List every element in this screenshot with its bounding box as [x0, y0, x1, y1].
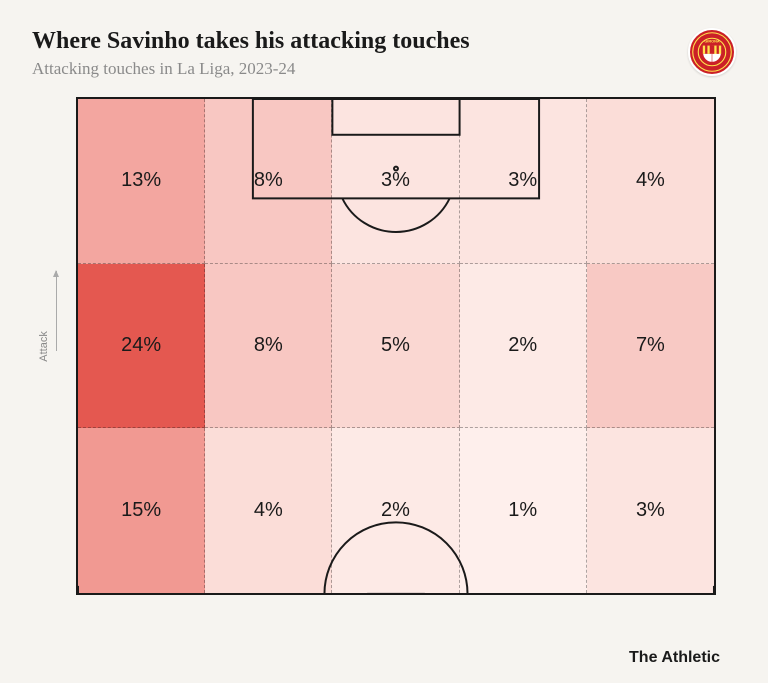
zone-value: 4% — [254, 499, 283, 522]
attack-direction-arrow — [56, 271, 57, 351]
attack-direction-label: Attack — [38, 331, 50, 362]
zone-value: 3% — [636, 499, 665, 522]
zone-value: 13% — [121, 169, 161, 192]
heatmap-zone: 3% — [332, 99, 459, 264]
chart-title: Where Savinho takes his attacking touche… — [32, 28, 736, 55]
zone-value: 15% — [121, 499, 161, 522]
source-credit: The Athletic — [629, 649, 720, 667]
heatmap-zone: 24% — [78, 264, 205, 429]
heatmap-zone: 4% — [205, 428, 332, 593]
heatmap-zone: 4% — [587, 99, 714, 264]
zone-value: 3% — [381, 169, 410, 192]
zone-value: 8% — [254, 169, 283, 192]
girona-badge-icon: GIRONA — [690, 30, 734, 74]
chart-subtitle: Attacking touches in La Liga, 2023-24 — [32, 59, 736, 79]
club-badge: GIRONA — [688, 28, 736, 76]
heatmap-zone: 1% — [460, 428, 587, 593]
zone-value: 8% — [254, 334, 283, 357]
heatmap-zone: 2% — [460, 264, 587, 429]
svg-text:GIRONA: GIRONA — [704, 39, 720, 43]
pitch-heatmap: 13% 8% 3% 3% 4% 24% 8% 5% 2% 7% 15% 4% 2% 1% 3% — [76, 97, 716, 595]
zone-value: 2% — [381, 499, 410, 522]
heatmap-zone: 5% — [332, 264, 459, 429]
zone-value: 1% — [508, 499, 537, 522]
zone-value: 7% — [636, 334, 665, 357]
heatmap-zone: 13% — [78, 99, 205, 264]
heatmap-zone: 7% — [587, 264, 714, 429]
heatmap-zone: 8% — [205, 264, 332, 429]
zone-value: 5% — [381, 334, 410, 357]
heatmap-zone: 8% — [205, 99, 332, 264]
zone-value: 24% — [121, 334, 161, 357]
zone-value: 2% — [508, 334, 537, 357]
heatmap-zone: 3% — [587, 428, 714, 593]
zone-value: 4% — [636, 169, 665, 192]
heatmap-zone: 2% — [332, 428, 459, 593]
zone-value: 3% — [508, 169, 537, 192]
heatmap-zone: 15% — [78, 428, 205, 593]
heatmap-zone: 3% — [460, 99, 587, 264]
